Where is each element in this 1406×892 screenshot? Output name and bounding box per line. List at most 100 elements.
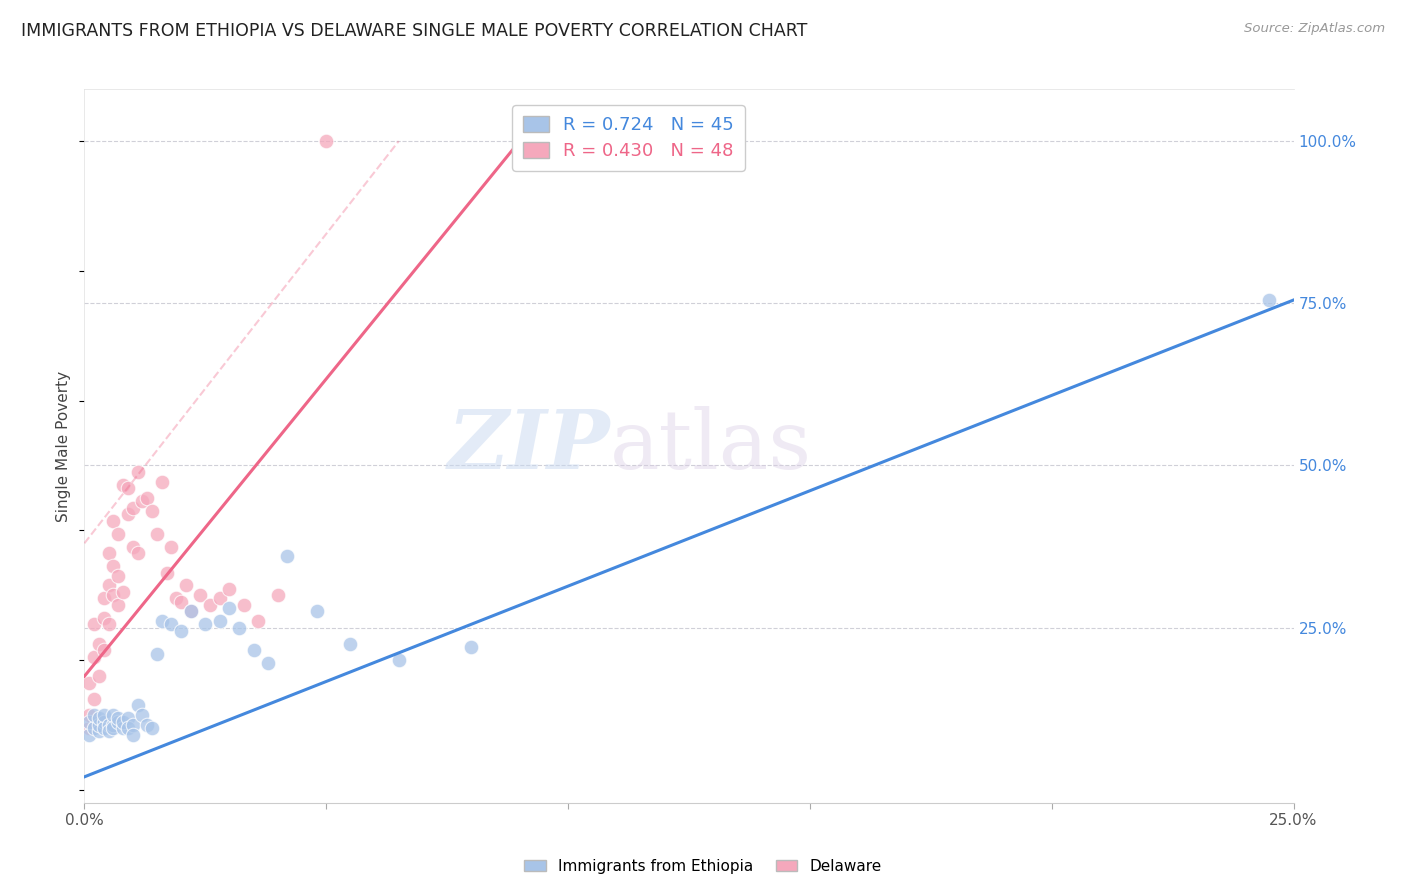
Point — [87, 714, 110, 729]
Point — [127, 698, 149, 713]
Point — [93, 643, 115, 657]
Point — [97, 724, 120, 739]
Point — [146, 647, 169, 661]
Point — [136, 718, 159, 732]
Point — [83, 617, 105, 632]
Point — [103, 559, 125, 574]
Point — [160, 540, 183, 554]
Point — [103, 721, 125, 735]
Point — [257, 657, 280, 671]
Point — [121, 718, 143, 732]
Point — [127, 546, 149, 560]
Point — [77, 708, 100, 723]
Point — [180, 604, 202, 618]
Point — [112, 721, 135, 735]
Point — [127, 465, 149, 479]
Point — [112, 478, 135, 492]
Text: IMMIGRANTS FROM ETHIOPIA VS DELAWARE SINGLE MALE POVERTY CORRELATION CHART: IMMIGRANTS FROM ETHIOPIA VS DELAWARE SIN… — [21, 22, 807, 40]
Point — [97, 546, 120, 560]
Point — [141, 504, 163, 518]
Point — [97, 617, 120, 632]
Point — [276, 549, 298, 564]
Point — [93, 721, 115, 735]
Point — [107, 711, 129, 725]
Point — [93, 591, 115, 606]
Legend: Immigrants from Ethiopia, Delaware: Immigrants from Ethiopia, Delaware — [517, 853, 889, 880]
Point — [112, 714, 135, 729]
Point — [388, 653, 411, 667]
Point — [305, 604, 328, 618]
Point — [194, 617, 217, 632]
Point — [146, 526, 169, 541]
Point — [87, 711, 110, 725]
Point — [97, 578, 120, 592]
Point — [112, 585, 135, 599]
Point — [654, 134, 676, 148]
Point — [160, 617, 183, 632]
Point — [190, 588, 212, 602]
Point — [136, 491, 159, 505]
Point — [170, 595, 193, 609]
Point — [247, 614, 270, 628]
Point — [87, 669, 110, 683]
Y-axis label: Single Male Poverty: Single Male Poverty — [56, 370, 72, 522]
Point — [117, 721, 139, 735]
Point — [93, 708, 115, 723]
Point — [315, 134, 337, 148]
Point — [83, 708, 105, 723]
Point — [218, 582, 240, 596]
Point — [77, 728, 100, 742]
Text: ZIP: ZIP — [447, 406, 610, 486]
Point — [150, 475, 173, 489]
Point — [87, 718, 110, 732]
Point — [180, 604, 202, 618]
Point — [117, 481, 139, 495]
Point — [107, 568, 129, 582]
Point — [141, 721, 163, 735]
Point — [131, 708, 153, 723]
Point — [198, 598, 221, 612]
Point — [103, 514, 125, 528]
Point — [107, 714, 129, 729]
Point — [174, 578, 197, 592]
Point — [117, 507, 139, 521]
Point — [170, 624, 193, 638]
Point — [150, 614, 173, 628]
Point — [208, 614, 231, 628]
Point — [93, 611, 115, 625]
Point — [77, 714, 100, 729]
Point — [121, 500, 143, 515]
Point — [87, 724, 110, 739]
Point — [121, 728, 143, 742]
Text: atlas: atlas — [610, 406, 813, 486]
Point — [103, 708, 125, 723]
Point — [77, 675, 100, 690]
Point — [208, 591, 231, 606]
Text: Source: ZipAtlas.com: Source: ZipAtlas.com — [1244, 22, 1385, 36]
Point — [107, 598, 129, 612]
Point — [103, 718, 125, 732]
Legend: R = 0.724   N = 45, R = 0.430   N = 48: R = 0.724 N = 45, R = 0.430 N = 48 — [512, 105, 745, 170]
Point — [460, 640, 482, 654]
Point — [267, 588, 290, 602]
Point — [87, 637, 110, 651]
Point — [233, 598, 256, 612]
Point — [242, 643, 264, 657]
Point — [93, 714, 115, 729]
Point — [97, 718, 120, 732]
Point — [131, 494, 153, 508]
Point — [165, 591, 187, 606]
Point — [117, 711, 139, 725]
Point — [1258, 293, 1281, 307]
Point — [77, 721, 100, 735]
Point — [83, 721, 105, 735]
Point — [339, 637, 361, 651]
Point — [83, 649, 105, 664]
Point — [228, 621, 250, 635]
Point — [83, 692, 105, 706]
Point — [121, 540, 143, 554]
Point — [155, 566, 177, 580]
Point — [218, 601, 240, 615]
Point — [103, 588, 125, 602]
Point — [107, 526, 129, 541]
